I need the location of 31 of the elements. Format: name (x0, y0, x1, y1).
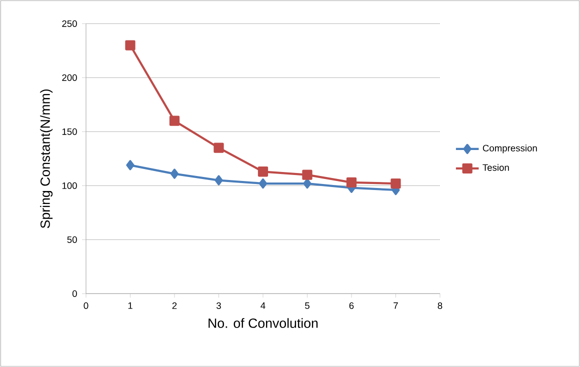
point (170, 168, 179, 179)
point (258, 178, 268, 189)
x-tick-label: 7 (394, 302, 398, 309)
x-tick-label: 1 (128, 302, 132, 309)
point (258, 166, 268, 177)
x-tick-label: 5 (305, 302, 310, 309)
legend-label: Tesion (482, 164, 509, 171)
point (303, 178, 312, 189)
x-tick-label: 8 (438, 302, 442, 309)
x-tick-label: 4 (260, 302, 266, 309)
point (126, 160, 134, 170)
y-tick-label: 150 (62, 128, 77, 135)
y-tick-label: 100 (62, 182, 77, 189)
x-tick-label: 0 (84, 302, 88, 309)
y-tick-label: 250 (62, 20, 77, 27)
y-tick-label: 50 (67, 236, 77, 243)
point (214, 142, 224, 153)
point (390, 178, 401, 189)
point (302, 170, 312, 180)
y-tick-label: 200 (62, 74, 77, 81)
x-tick-label: 3 (216, 302, 221, 309)
point (346, 177, 357, 188)
point (169, 116, 180, 126)
legend-label: Compression (482, 144, 537, 154)
x-tick-label: 6 (349, 302, 354, 309)
y-axis-title: Spring Constant(N/mm) (40, 89, 53, 228)
point (214, 175, 223, 186)
x-axis-title: No. of Convolution (208, 318, 318, 328)
x-tick-label: 2 (172, 302, 177, 309)
y-tick-label: 0 (72, 290, 77, 297)
point (125, 40, 136, 50)
